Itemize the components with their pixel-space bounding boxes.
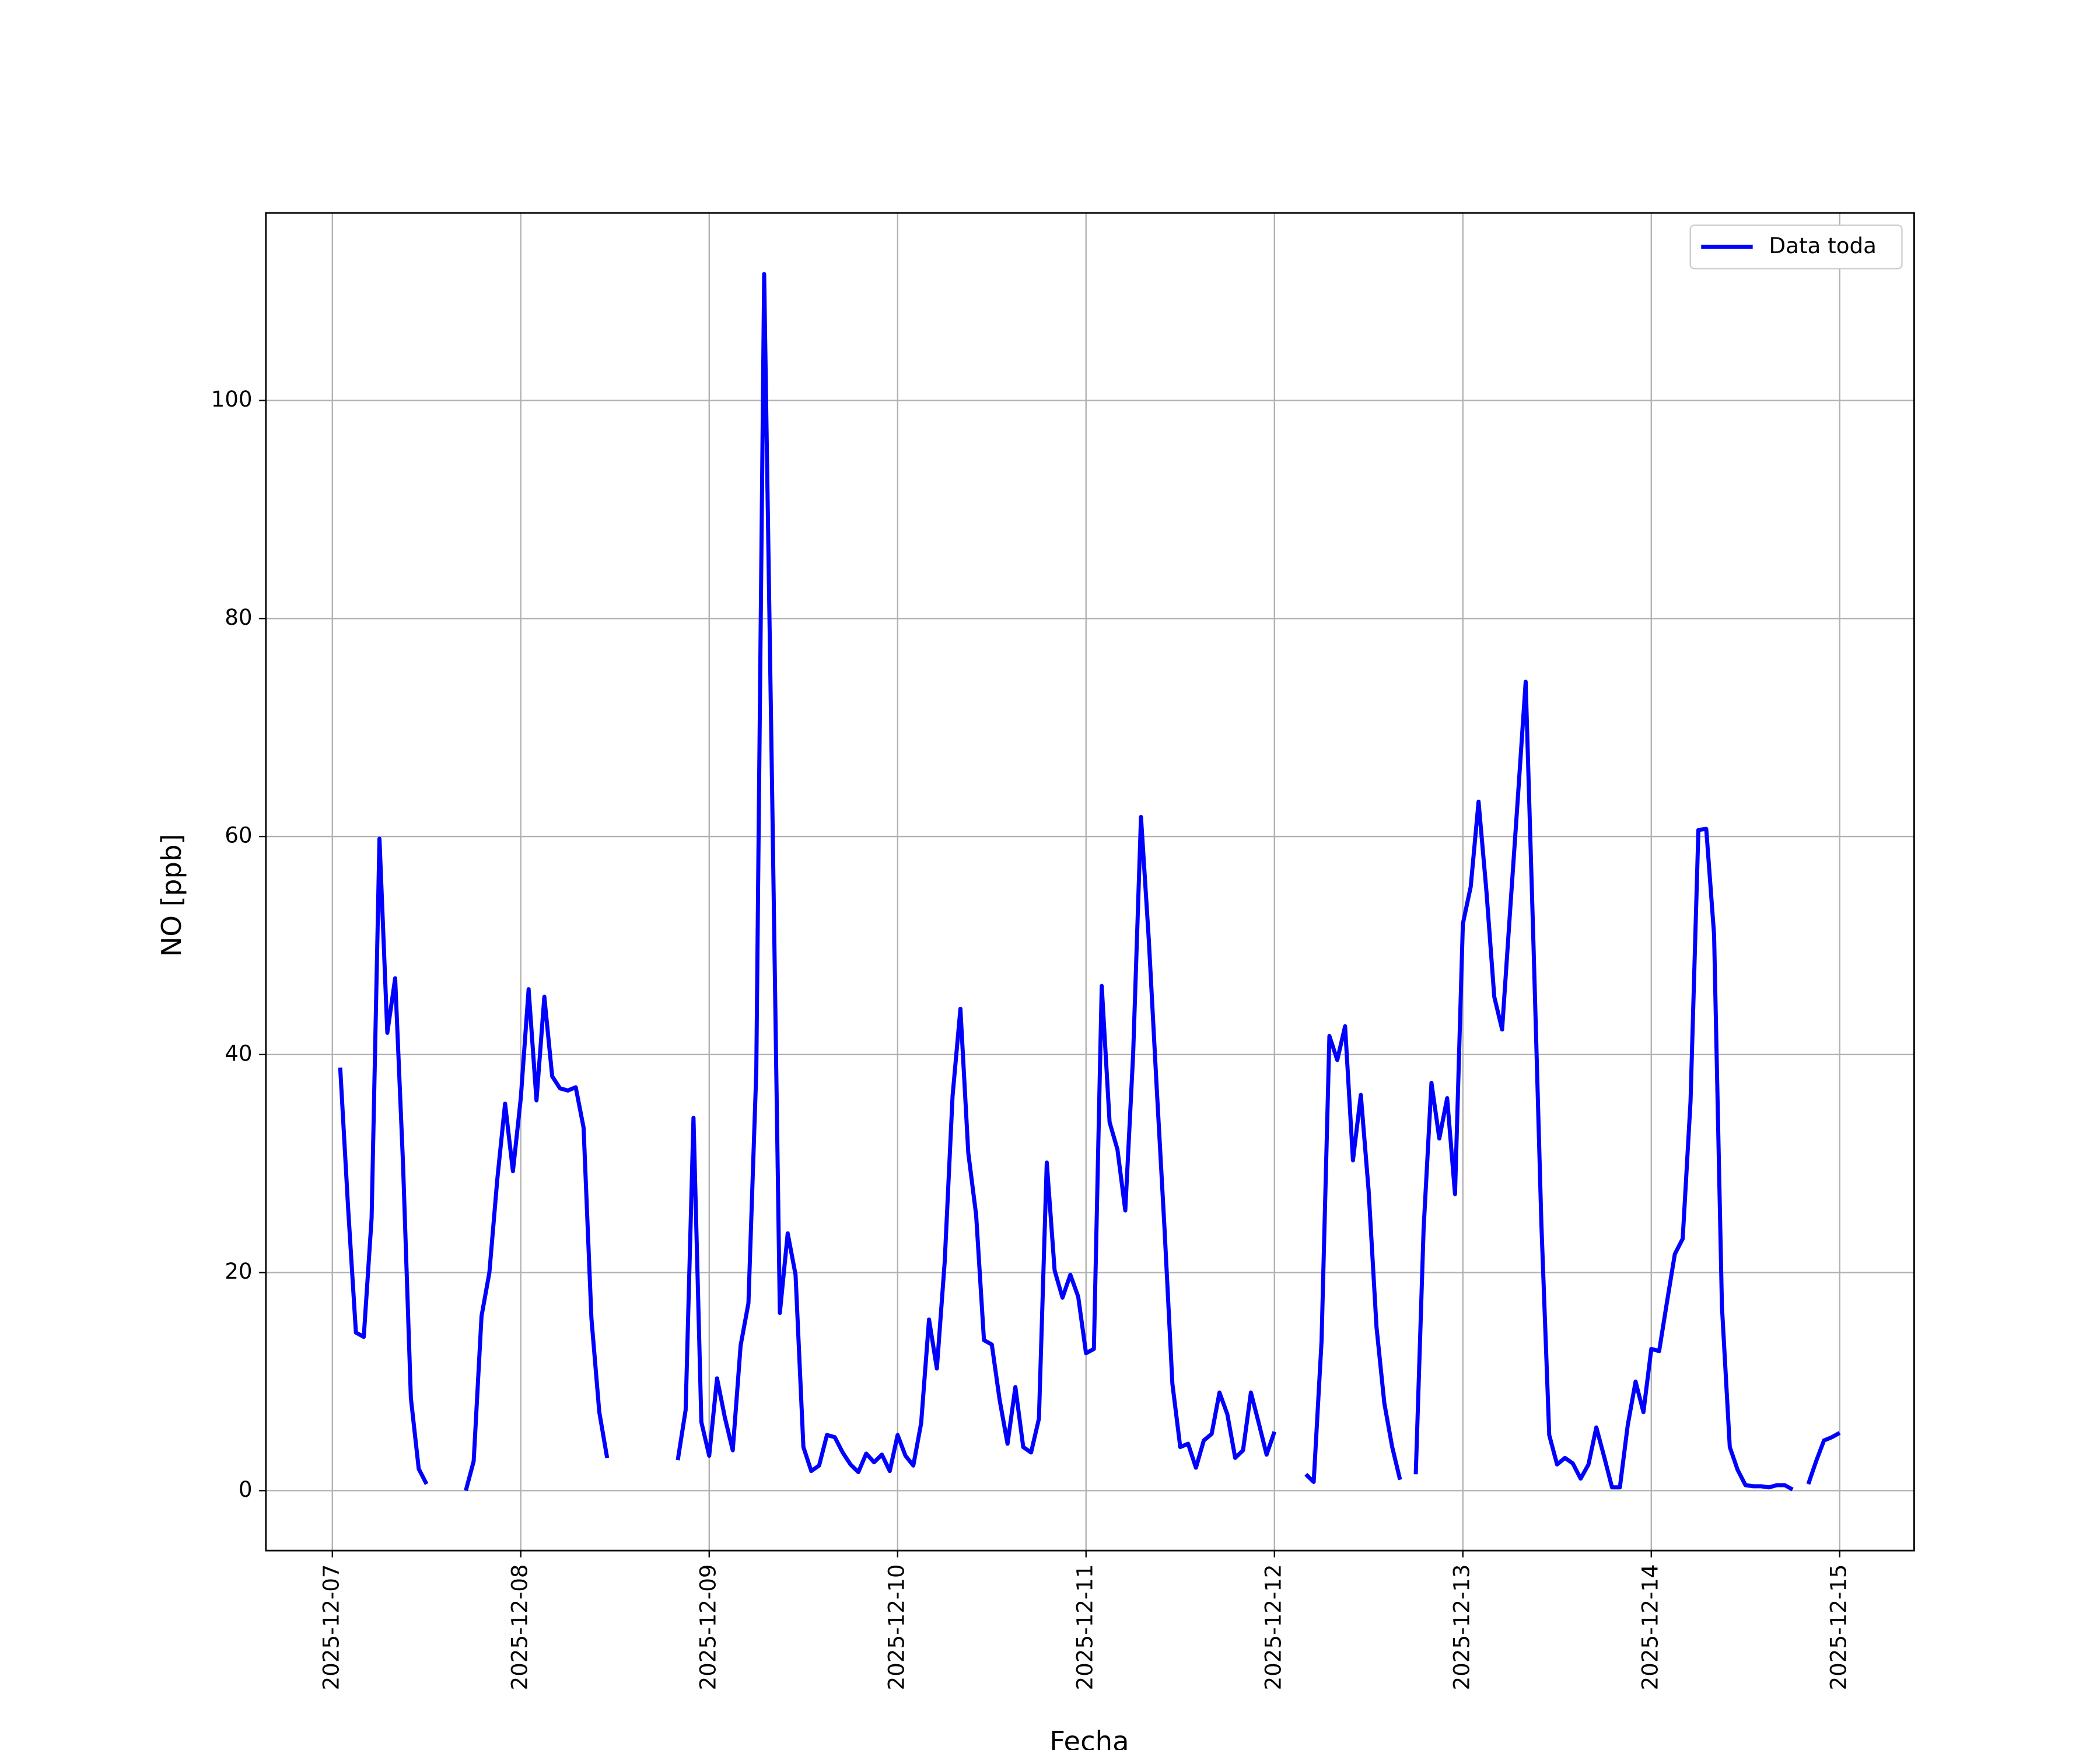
legend-label: Data toda [1769,233,1877,258]
x-tick-label: 2025-12-14 [1637,1564,1662,1690]
y-tick-label: 0 [239,1476,253,1502]
x-tick-label: 2025-12-15 [1825,1564,1851,1690]
plot-frame [265,212,1915,1552]
y-tick-label: 80 [225,604,252,630]
data-line [338,272,1841,1492]
x-tick-label: 2025-12-10 [883,1564,909,1690]
y-tick-label: 20 [225,1258,252,1284]
x-tick-label: 2025-12-13 [1448,1564,1474,1690]
x-tick-label: 2025-12-12 [1260,1564,1286,1690]
y-axis-label: NO [ppb] [156,834,187,957]
x-tick-label: 2025-12-07 [318,1564,344,1690]
y-tick-label: 100 [211,386,253,412]
x-axis-label: Fecha [1049,1726,1129,1750]
y-tick-label: 60 [225,822,252,848]
y-tick-label: 40 [225,1040,252,1066]
x-tick-label: 2025-12-11 [1072,1564,1097,1690]
legend-box [1689,224,1903,270]
x-tick-label: 2025-12-08 [506,1564,532,1690]
x-tick-label: 2025-12-09 [695,1564,720,1690]
